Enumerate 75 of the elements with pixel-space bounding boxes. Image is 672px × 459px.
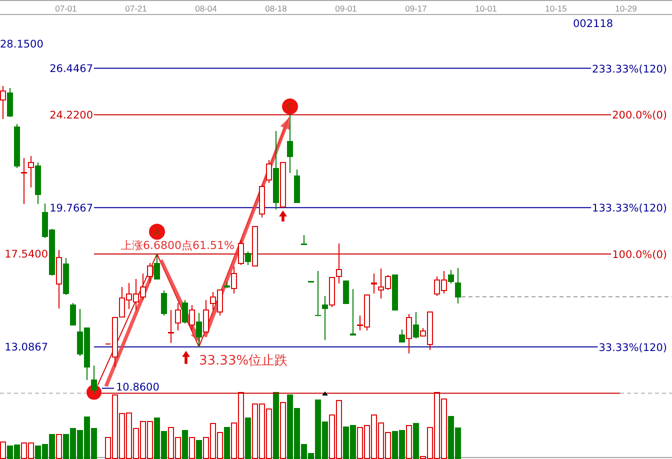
candlestick: [259, 186, 265, 218]
candlestick: [196, 312, 202, 348]
annotation: 10.8600: [116, 381, 160, 394]
y-tick-label: 24.2200: [50, 109, 93, 122]
candlestick: [294, 168, 300, 204]
candlestick: [392, 274, 398, 311]
candlestick: [329, 276, 335, 308]
text: 28.1500: [0, 38, 44, 50]
annotation: 233.33%(120): [592, 63, 667, 76]
candlestick: [154, 254, 160, 280]
candlestick: [161, 290, 167, 316]
bar: [273, 392, 279, 459]
candlestick: [182, 300, 188, 324]
candlestick: [147, 262, 153, 284]
bar: [413, 422, 419, 459]
candlestick: [238, 240, 244, 266]
candlestick: [301, 234, 307, 245]
candlestick: [343, 280, 349, 304]
candlestick: [455, 267, 461, 304]
candlestick: [336, 242, 342, 284]
x-tick-label: 07-01: [55, 3, 78, 14]
bar: [182, 430, 188, 459]
bar: [196, 440, 202, 459]
x-tick-label: 10-15: [545, 3, 568, 14]
candlestick: [350, 288, 356, 336]
candlestick: [266, 159, 272, 184]
candlestick: [7, 88, 13, 118]
candlestick: [448, 270, 454, 284]
annotation: 100.0%(0): [612, 249, 667, 262]
x-tick-label: 10-29: [615, 3, 638, 14]
annotation: 33.33%位止跌: [199, 353, 288, 368]
annotation: 17.5400: [4, 248, 48, 261]
chart-title: 002118: [573, 18, 614, 30]
candlestick: [203, 300, 209, 332]
x-tick-label: 07-21: [125, 3, 148, 14]
candlestick: [91, 364, 97, 394]
candlestick: [35, 162, 41, 204]
candlestick: [322, 296, 328, 340]
annotation: 200.0%(0): [612, 110, 667, 122]
candlestick: [189, 304, 195, 331]
candlestick: [273, 130, 279, 210]
x-tick-label: 09-17: [405, 3, 428, 14]
bar: [245, 418, 251, 459]
annotation: C: [286, 102, 294, 113]
candlestick: [56, 250, 62, 309]
candlestick: [231, 266, 237, 294]
candlestick: [287, 114, 293, 174]
candlestick: [315, 270, 321, 316]
candlestick: [14, 124, 20, 169]
candlestick: [280, 162, 286, 208]
candlestick: [413, 311, 419, 339]
annotation: A: [154, 228, 161, 238]
candlestick: [21, 158, 27, 204]
y-tick-label: 19.7667: [50, 202, 93, 214]
candlestick: [28, 156, 34, 188]
candlestick: [224, 281, 230, 289]
annotation: 上涨6.6800点61.51%: [121, 239, 234, 252]
candlestick: [63, 258, 69, 296]
bar: [224, 426, 230, 459]
candlestick: [252, 226, 258, 267]
candlestick: [245, 251, 251, 266]
x-tick-label: 08-18: [265, 3, 288, 14]
candlestick: [168, 310, 174, 344]
y-tick-label: 26.4467: [50, 63, 93, 75]
x-tick-label: 10-01: [475, 3, 498, 14]
candlestick: [70, 302, 76, 326]
candlestick: [406, 314, 412, 354]
annotation: 133.33%(120): [592, 202, 667, 215]
candlestick: [371, 272, 377, 294]
annotation: 33.33%(120): [598, 342, 667, 354]
x-tick-label: 08-04: [195, 3, 218, 14]
annotation: 13.0867: [4, 342, 48, 354]
x-tick-label: 09-01: [335, 3, 358, 14]
candlestick: [175, 302, 181, 332]
candlestick: [399, 328, 405, 342]
